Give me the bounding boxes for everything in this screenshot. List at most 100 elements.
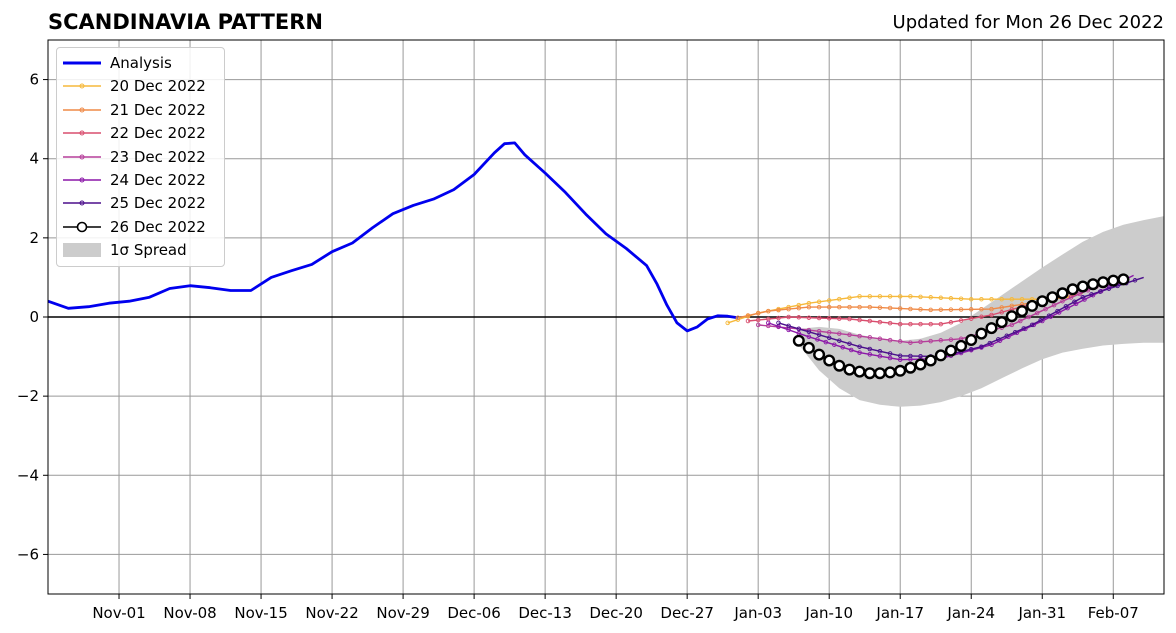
forecast-marker — [735, 315, 741, 321]
forecast-marker — [908, 321, 913, 327]
updated-label: Updated for Mon 26 Dec 2022 — [892, 12, 1164, 33]
forecast-marker — [832, 342, 837, 347]
plot-frame — [47, 39, 1165, 595]
forecast-marker — [1072, 299, 1077, 305]
forecast-marker — [745, 313, 751, 318]
forecast-marker — [999, 296, 1004, 302]
forecast-marker — [958, 296, 964, 301]
forecast-marker — [816, 332, 822, 338]
forecast-marker — [806, 329, 812, 335]
latest-forecast-marker — [813, 348, 826, 361]
forecast-marker — [857, 294, 862, 299]
latest-forecast-marker — [934, 349, 947, 362]
forecast-marker — [877, 294, 883, 299]
forecast-marker — [847, 295, 852, 301]
forecast-marker — [999, 310, 1004, 315]
latest-forecast-marker — [1005, 310, 1018, 323]
legend-item: 1σ Spread — [57, 239, 222, 261]
forecast-marker — [840, 345, 845, 350]
latest-forecast-marker — [944, 344, 957, 357]
latest-forecast-marker — [1086, 278, 1099, 291]
forecast-marker — [1018, 318, 1023, 324]
forecast-marker — [816, 304, 822, 310]
forecast-marker — [897, 339, 903, 344]
forecast-marker — [908, 340, 913, 345]
legend-swatch — [63, 221, 101, 233]
latest-forecast-marker — [924, 354, 937, 367]
latest-forecast-marker — [955, 339, 968, 352]
latest-forecast-marker — [1066, 283, 1079, 296]
legend-swatch — [63, 107, 101, 113]
forecast-marker — [887, 355, 893, 361]
forecast-marker — [816, 315, 822, 321]
forecast-marker — [857, 333, 862, 339]
legend-item: 20 Dec 2022 — [57, 75, 222, 97]
forecast-marker — [938, 307, 944, 312]
latest-forecast-marker — [1097, 276, 1110, 289]
forecast-marker — [989, 312, 994, 318]
forecast-marker — [938, 295, 944, 301]
forecast-marker — [776, 320, 781, 326]
forecast-marker — [826, 335, 832, 341]
x-tick-label: Jan-24 — [946, 604, 995, 622]
legend: Analysis 20 Dec 2022 21 Dec 2022 22 Dec 202… — [56, 47, 225, 267]
y-tick-label: 2 — [29, 229, 39, 247]
x-tick-label: Dec-06 — [447, 604, 501, 622]
forecast-marker — [968, 316, 974, 321]
legend-item: 24 Dec 2022 — [57, 169, 222, 191]
latest-forecast-marker — [894, 364, 907, 377]
forecast-marker — [918, 294, 923, 300]
forecast-marker — [968, 307, 974, 312]
forecast-marker — [1106, 286, 1112, 291]
forecast-marker — [887, 337, 893, 343]
latest-forecast-marker — [1117, 273, 1130, 286]
x-tick-label: Jan-31 — [1017, 604, 1066, 622]
forecast-marker — [918, 307, 923, 312]
latest-forecast-marker — [833, 359, 846, 372]
forecast-marker — [847, 332, 852, 338]
legend-swatch — [63, 243, 101, 258]
forecast-marker — [979, 344, 984, 349]
forecast-marker — [766, 320, 771, 326]
forecast-marker — [897, 353, 903, 359]
forecast-marker — [996, 337, 1001, 342]
forecast-marker — [857, 344, 862, 349]
forecast-marker — [897, 294, 903, 299]
forecast-marker — [1080, 294, 1086, 300]
forecast-marker — [766, 308, 771, 314]
forecast-marker — [958, 318, 964, 323]
x-tick-label: Feb-07 — [1088, 604, 1139, 622]
forecast-marker — [867, 318, 873, 324]
latest-forecast-marker — [1046, 291, 1059, 304]
latest-forecast-marker — [995, 316, 1008, 329]
forecast-marker — [837, 338, 842, 343]
legend-item: Analysis — [57, 52, 222, 74]
forecast-marker — [1051, 302, 1057, 308]
forecast-marker — [928, 307, 933, 313]
legend-item: 23 Dec 2022 — [57, 146, 222, 168]
forecast-marker — [796, 315, 802, 320]
latest-forecast-marker — [873, 367, 886, 380]
latest-forecast-marker — [904, 361, 917, 374]
forecast-marker — [776, 307, 781, 313]
forecast-marker — [867, 352, 873, 357]
forecast-marker — [796, 302, 802, 308]
forecast-marker — [735, 317, 741, 322]
y-tick-label: −4 — [17, 466, 39, 484]
forecast-marker — [1034, 310, 1040, 316]
forecast-marker — [786, 306, 791, 312]
forecast-marker — [938, 321, 944, 327]
forecast-marker — [918, 353, 923, 359]
series-layer — [47, 141, 1144, 380]
latest-forecast-marker — [843, 363, 856, 376]
x-tick-label: Nov-15 — [234, 604, 287, 622]
forecast-marker — [1097, 289, 1103, 294]
latest-forecast-marker — [1016, 305, 1029, 318]
legend-label: 26 Dec 2022 — [110, 217, 206, 236]
forecast-marker — [908, 294, 913, 299]
forecast-marker — [847, 341, 852, 346]
legend-item: 21 Dec 2022 — [57, 99, 222, 121]
latest-forecast-marker — [1056, 287, 1069, 300]
forecast-marker — [968, 346, 974, 352]
forecast-marker — [987, 340, 993, 346]
